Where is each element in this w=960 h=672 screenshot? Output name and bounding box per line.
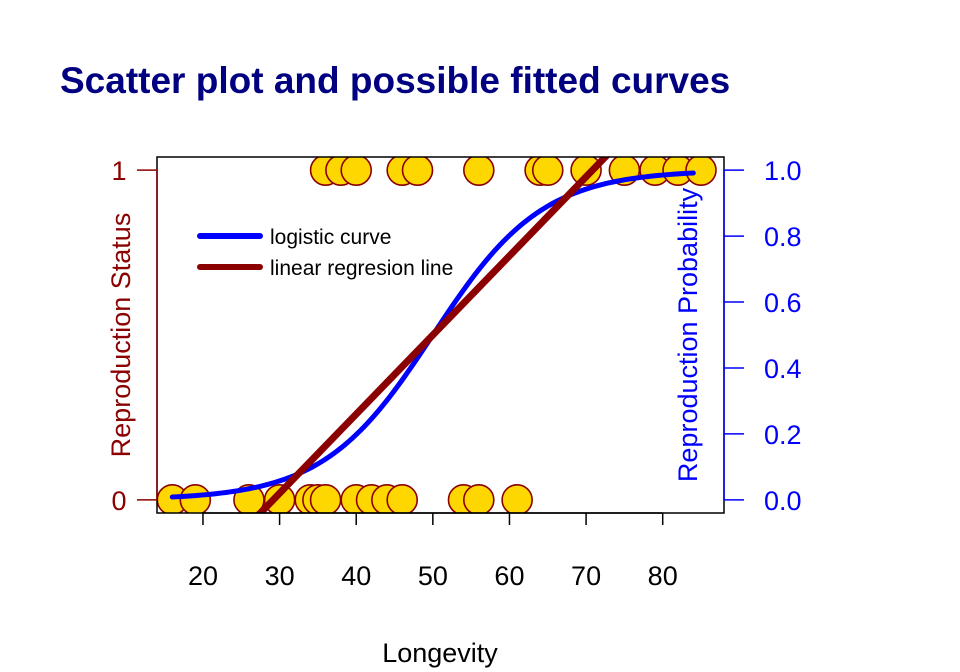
x-axis-label: Longevity — [382, 638, 498, 668]
right-y-tick-label: 0.2 — [764, 420, 802, 450]
data-point — [309, 484, 342, 513]
data-point — [463, 484, 495, 513]
data-point — [340, 157, 373, 186]
x-tick-label: 20 — [188, 561, 218, 591]
x-tick-label: 50 — [418, 561, 448, 591]
right-y-axis-label: Reproduction Probability — [673, 187, 703, 482]
data-point — [501, 484, 533, 513]
x-tick-label: 40 — [341, 561, 371, 591]
legend-logistic-label: logistic curve — [270, 226, 391, 249]
left-y-tick-label: 1 — [111, 156, 126, 186]
right-y-tick-label: 1.0 — [764, 156, 802, 186]
data-point — [401, 157, 434, 186]
chart-title: Scatter plot and possible fitted curves — [60, 60, 730, 101]
plot-frame — [156, 156, 725, 514]
x-axis: 20 30 40 50 60 70 80 — [188, 512, 678, 591]
right-y-tick-label: 0.4 — [764, 354, 802, 384]
right-y-axis: 0.0 0.2 0.4 0.6 0.8 1.0 — [723, 156, 802, 516]
fitted-curves — [169, 157, 696, 513]
data-point — [179, 484, 212, 513]
legend: logistic curve linear regresion line — [197, 226, 453, 280]
linear-regression-line — [255, 157, 611, 513]
legend-linear-label: linear regresion line — [270, 257, 453, 280]
x-tick-label: 70 — [571, 561, 601, 591]
right-y-tick-label: 0.0 — [764, 486, 802, 516]
x-tick-label: 80 — [648, 561, 678, 591]
left-y-axis-label: Reproduction Status — [106, 213, 136, 458]
x-tick-label: 60 — [494, 561, 524, 591]
left-y-tick-label: 0 — [111, 486, 126, 516]
data-point — [463, 157, 495, 186]
data-point — [685, 157, 717, 186]
right-y-tick-label: 0.6 — [764, 288, 802, 318]
data-points — [157, 157, 717, 513]
right-y-tick-label: 0.8 — [764, 222, 802, 252]
left-y-axis: 01 — [111, 156, 158, 516]
data-point — [531, 157, 564, 186]
x-tick-label: 30 — [265, 561, 295, 591]
data-point — [386, 484, 418, 513]
